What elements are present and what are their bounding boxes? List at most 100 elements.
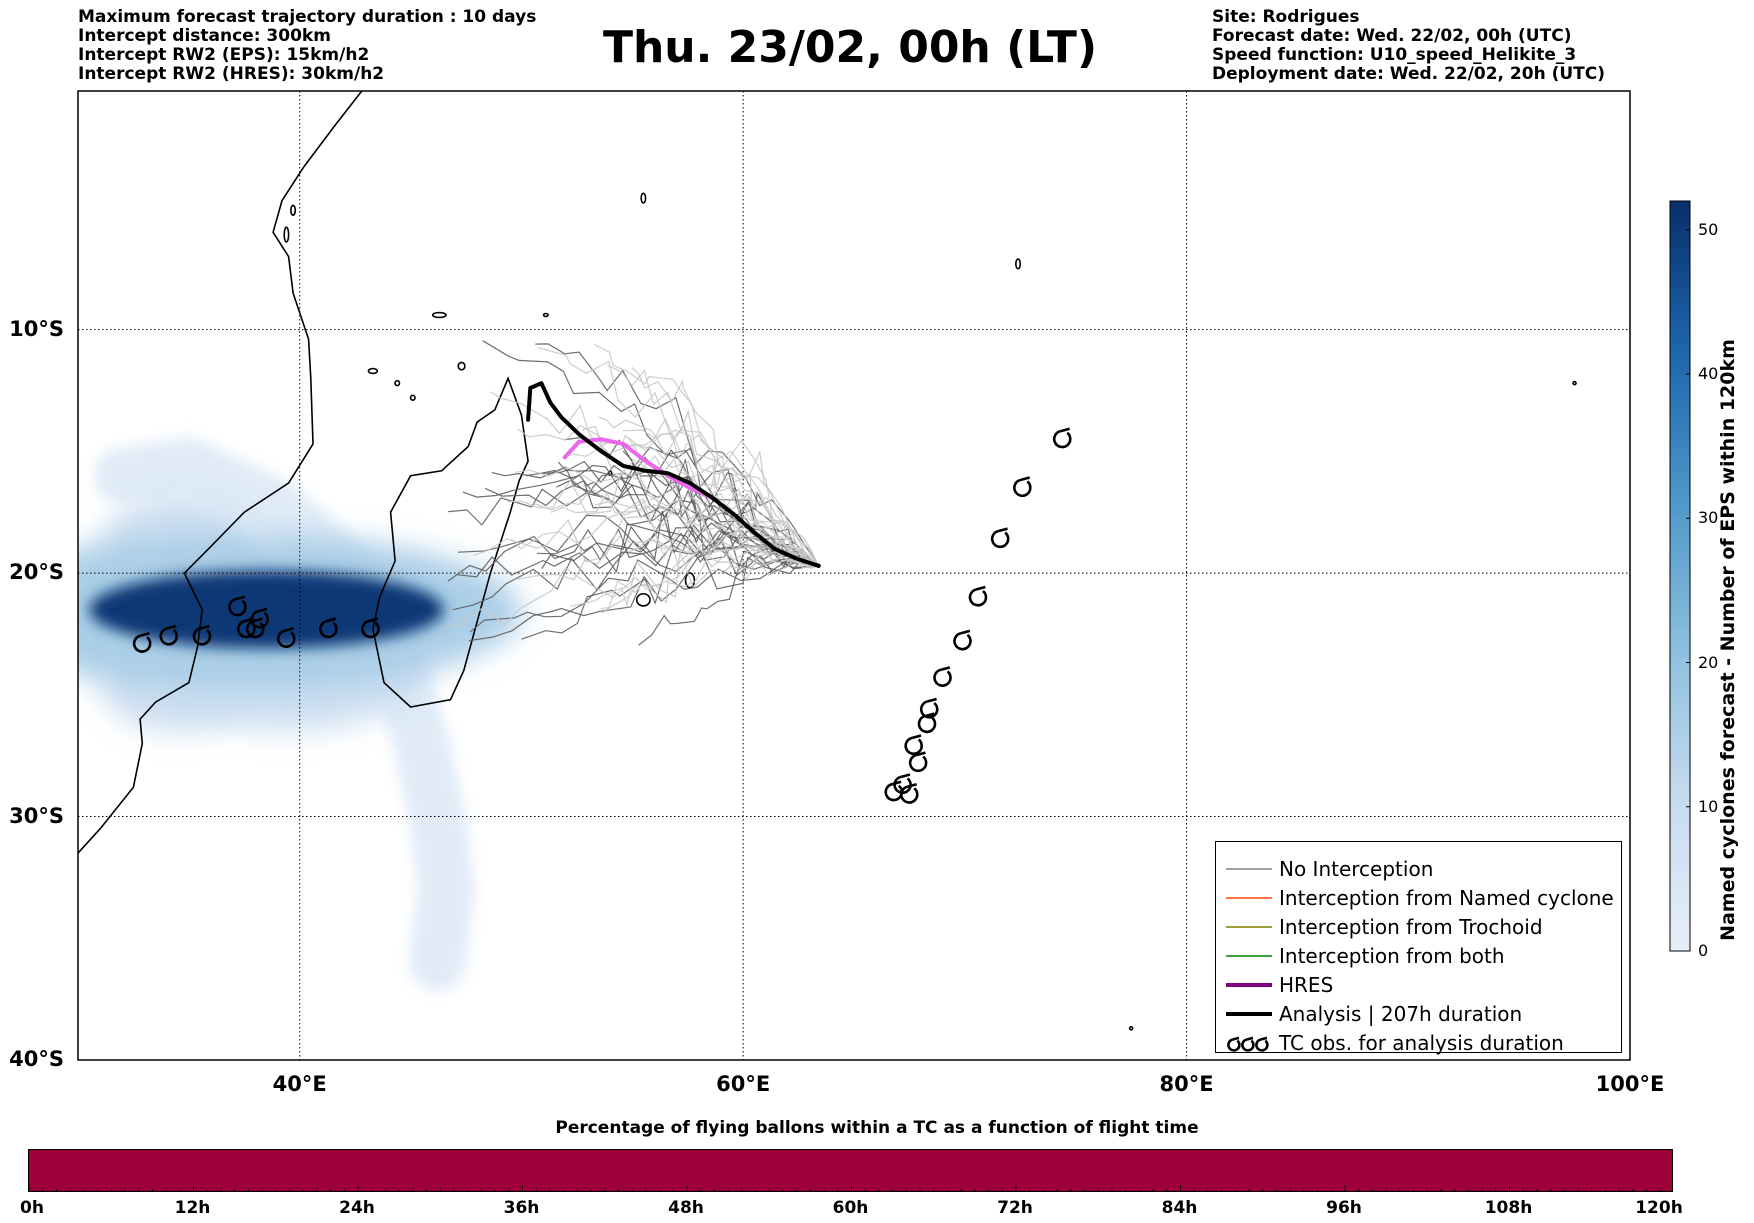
legend-label: HRES [1279,973,1334,997]
tc-obs-symbol [953,629,972,651]
flight-time-bar [28,1149,1673,1192]
coastline-island [283,226,290,243]
legend-label: TC obs. for analysis duration [1279,1031,1564,1055]
coastline-island [431,311,447,319]
eps-trajectory [570,546,819,608]
tc-obs-symbol [1013,476,1032,497]
flight-time-tick-label: 12h [174,1198,211,1218]
flight-time-tick-label: 120h [1635,1198,1683,1218]
eps-trajectory [535,343,820,567]
eps-trajectory [468,546,819,642]
legend-item-both: Interception from both [1216,944,1621,968]
tc-obs-symbol [319,617,338,639]
coastline-island [684,572,696,589]
colorbar-ticks [1686,229,1690,952]
colorbar-tick-label: 20 [1698,652,1719,672]
flight-time-tick-label: 48h [668,1198,704,1218]
lon-tick-label: 40°E [272,1072,327,1096]
tc-obs-symbol [968,585,988,607]
lon-tick-label: 100°E [1595,1072,1665,1096]
tc-obs-symbol [192,624,212,646]
colorbar-tick-label: 30 [1698,508,1719,528]
map-frame [77,90,1631,1061]
legend-item-tc-obs: TC obs. for analysis duration [1216,1031,1621,1055]
header-right-line: Site: Rodrigues [1212,7,1360,27]
coastline-island [635,592,651,607]
lat-tick-label: 20°S [9,560,64,585]
tc-obs-symbol [917,712,937,734]
coastline-island [1572,380,1577,386]
header-right-line: Forecast date: Wed. 22/02, 00h (UTC) [1212,26,1572,46]
header-right: Site: Rodrigues Forecast date: Wed. 22/0… [1212,8,1605,84]
tc-obs-symbol [1255,1036,1269,1052]
eps-trajectory [627,429,819,567]
coastline-island [542,312,549,318]
tc-obs-symbol [1241,1036,1255,1052]
colorbar-label-text: Named cyclones forecast - Number of EPS … [1717,339,1739,941]
eps-trajectory [510,498,819,567]
eps-trajectory [628,519,819,569]
tc-obs-symbol [908,751,928,773]
eps-trajectory [490,391,819,567]
flight-time-tick-label: 72h [997,1198,1033,1218]
coastline-island [394,379,401,387]
flight-time-bar-fill-rect [29,1150,1672,1191]
tc-obs-symbol [904,734,923,756]
lat-tick-label: 40°S [9,1047,64,1071]
eps-trajectory [594,482,819,567]
flight-time-tick-label: 24h [339,1198,375,1218]
header-left-line: Intercept RW2 (EPS): 15km/h2 [78,45,370,65]
tc-obs-symbol [919,697,939,719]
tc-obs-symbol [990,527,1010,549]
coastline-layer [78,91,1577,1031]
lat-tick-label: 30°S [9,803,64,828]
hres-track [562,437,713,500]
flight-time-tick-label: 0h [20,1198,44,1218]
eps-trajectory [473,515,819,567]
legend-label: Interception from Trochoid [1279,915,1543,939]
coastline-africa [78,91,363,854]
eps-trajectory [469,559,819,633]
legend-swatch [1226,868,1272,870]
legend-label: Interception from Named cyclone [1279,886,1614,910]
legend-label: Interception from both [1279,944,1505,968]
legend-item-trochoid: Interception from Trochoid [1216,915,1621,939]
flight-time-tick-label: 108h [1484,1198,1533,1218]
coastline-island [457,361,466,371]
legend-swatch [1226,955,1272,957]
coastline-island [1015,258,1022,270]
flight-time-tick-label: 60h [832,1198,869,1218]
eps-trajectory [550,491,819,567]
coastline-madagascar [372,376,529,708]
header-left: Maximum forecast trajectory duration : 1… [78,8,536,84]
tracks-layer [526,381,821,568]
eps-trajectory [598,416,819,567]
flight-time-tick-label: 96h [1326,1198,1362,1218]
colorbar-gradient [1669,200,1691,952]
tc-obs-symbol [159,624,179,646]
flight-time-tick-label: 84h [1161,1198,1198,1218]
header-left-line: Intercept RW2 (HRES): 30km/h2 [78,64,385,84]
tc-obs-symbol [361,617,380,639]
eps-trajectory [608,512,819,567]
tc-obs-symbol [899,782,919,804]
lon-tick-label: 80°E [1159,1072,1214,1096]
eps-trajectory [482,340,819,567]
legend-item-no-interception: No Interception [1216,857,1621,881]
coastline-island [290,204,297,216]
tc-obs-symbol [228,595,247,617]
legend-item-hres: HRES [1216,973,1621,997]
eps-trajectory [564,436,819,567]
legend-label: Analysis | 207h duration [1279,1002,1523,1026]
analysis-track [526,381,821,568]
coastline-island [640,192,647,204]
header-left-line: Intercept distance: 300km [78,26,331,46]
tc-obs-symbol [132,632,152,653]
eps-trajectory [521,549,819,640]
tc-obs-symbol [276,627,296,648]
legend-swatch [1226,897,1272,899]
coastline-island [1128,1026,1134,1031]
legend-swatch [1226,1012,1272,1016]
lat-tick-label: 10°S [9,316,64,341]
